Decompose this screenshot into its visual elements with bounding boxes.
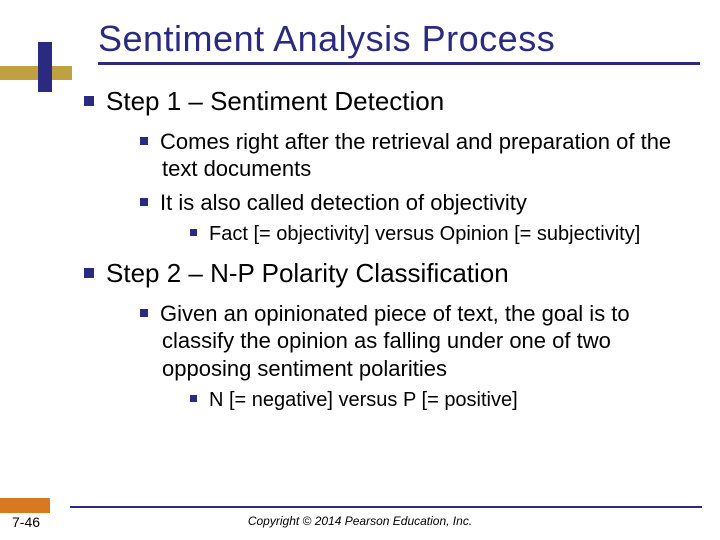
step2-heading: Step 2 – N-P Polarity Classification <box>84 257 690 290</box>
step2-sub2: N [= negative] versus P [= positive] <box>190 388 700 413</box>
bullet-icon <box>140 198 148 206</box>
bullet-icon <box>190 229 197 236</box>
title-decoration <box>0 62 72 106</box>
bullet-icon <box>84 268 94 278</box>
step1-sub2-text: It is also called detection of objectivi… <box>160 190 527 215</box>
title-block: Sentiment Analysis Process <box>0 0 720 65</box>
slide-content: Step 1 – Sentiment Detection Comes right… <box>0 85 720 413</box>
title-underline <box>98 62 700 65</box>
step1-sub1-text: Comes right after the retrieval and prep… <box>160 129 671 182</box>
bullet-icon <box>84 96 94 106</box>
footer-accent-bar <box>0 498 50 513</box>
bullet-icon <box>190 395 197 402</box>
step1-heading: Step 1 – Sentiment Detection <box>84 85 690 118</box>
title-decor-blue-bar <box>38 42 52 92</box>
step1-sub1: Comes right after the retrieval and prep… <box>140 128 690 183</box>
title-decor-gold-bar <box>0 66 72 80</box>
slide-footer: 7-46 Copyright © 2014 Pearson Education,… <box>0 508 720 528</box>
step1-heading-text: Step 1 – Sentiment Detection <box>106 86 444 116</box>
bullet-icon <box>140 137 148 145</box>
step2-sub1-text: Given an opinionated piece of text, the … <box>160 301 630 381</box>
footer-line <box>70 506 702 508</box>
step2-sub1: Given an opinionated piece of text, the … <box>140 300 690 383</box>
step1-sub2: It is also called detection of objectivi… <box>140 189 690 217</box>
bullet-icon <box>140 309 148 317</box>
copyright-text: Copyright © 2014 Pearson Education, Inc. <box>0 514 720 528</box>
step2-sub2-text: N [= negative] versus P [= positive] <box>209 389 518 411</box>
step2-heading-text: Step 2 – N-P Polarity Classification <box>106 258 509 288</box>
slide-title: Sentiment Analysis Process <box>98 18 720 60</box>
step1-sub3: Fact [= objectivity] versus Opinion [= s… <box>190 222 700 247</box>
step1-sub3-text: Fact [= objectivity] versus Opinion [= s… <box>209 223 640 245</box>
